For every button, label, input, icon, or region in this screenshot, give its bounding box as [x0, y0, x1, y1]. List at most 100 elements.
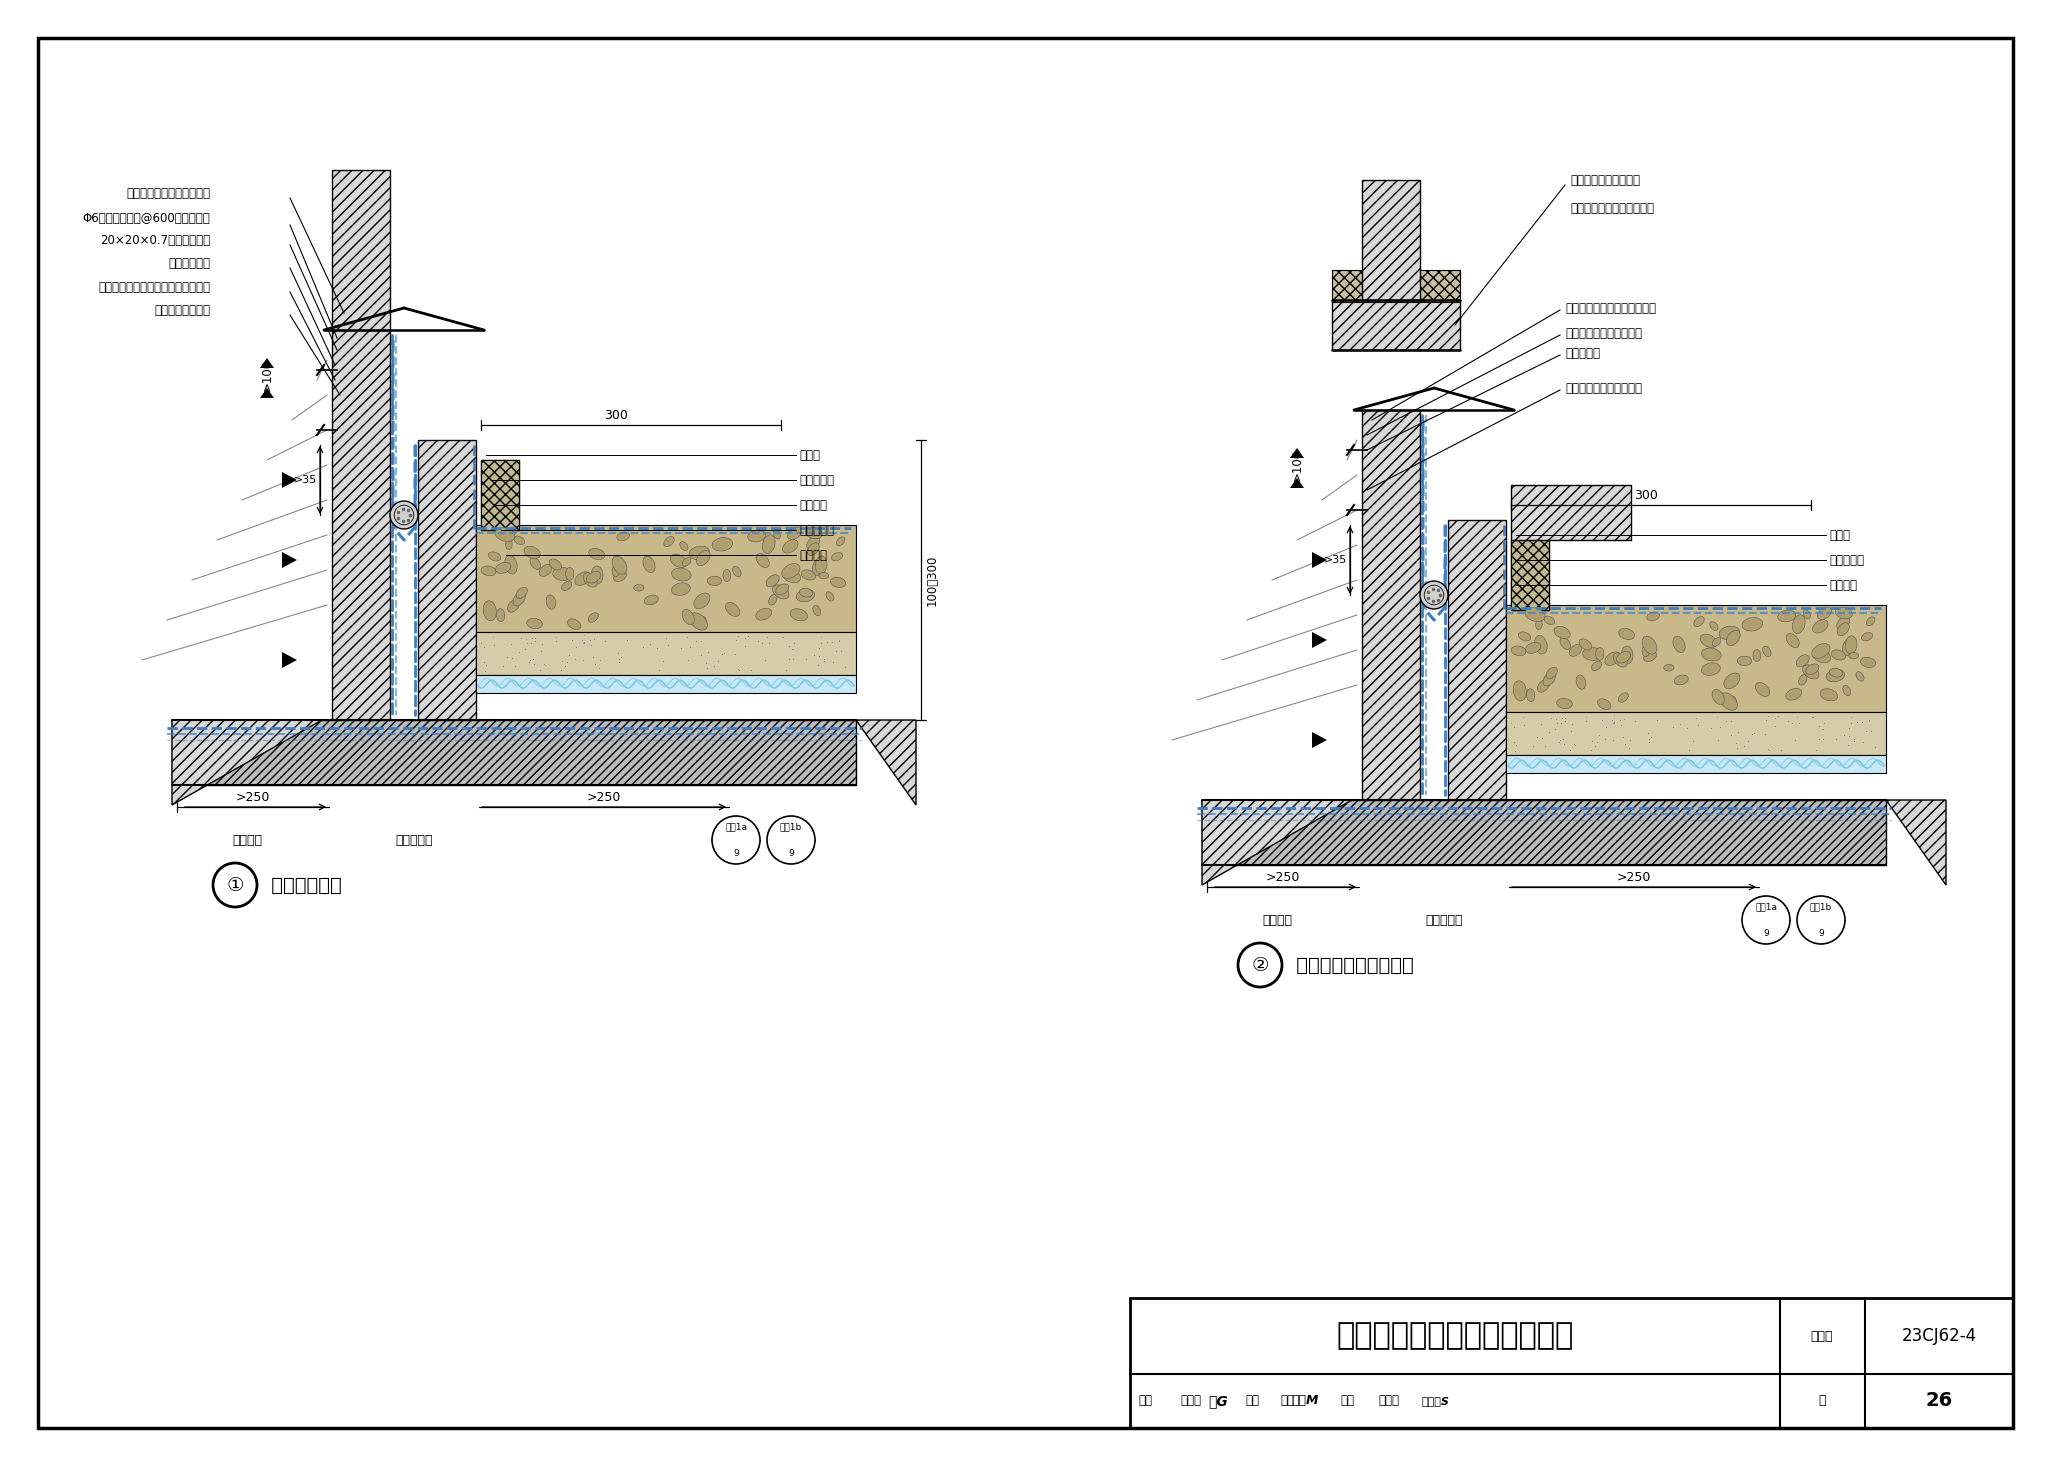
Ellipse shape	[496, 562, 510, 573]
Text: 张征标: 张征标	[1378, 1395, 1399, 1408]
Ellipse shape	[1700, 635, 1716, 648]
Bar	[1331, 301, 1460, 350]
Ellipse shape	[1642, 636, 1657, 654]
Text: 校对: 校对	[1245, 1395, 1260, 1408]
Ellipse shape	[766, 575, 778, 587]
Text: 缓冲带: 缓冲带	[799, 448, 819, 461]
Polygon shape	[1313, 732, 1327, 748]
Text: 种屋1b: 种屋1b	[1810, 903, 1833, 912]
Text: 20×20×0.7，密封胶密封: 20×20×0.7，密封胶密封	[100, 233, 211, 247]
Text: Φ6塑料膨胀螺栓@600，镀锌垫片: Φ6塑料膨胀螺栓@600，镀锌垫片	[82, 212, 211, 225]
Ellipse shape	[799, 588, 813, 597]
Ellipse shape	[1798, 674, 1806, 686]
Text: 张征标S: 张征标S	[1421, 1396, 1448, 1406]
Ellipse shape	[819, 572, 829, 579]
Bar	[1505, 756, 1886, 773]
Ellipse shape	[612, 565, 621, 576]
Ellipse shape	[1755, 683, 1769, 696]
Text: ①: ①	[225, 875, 244, 894]
Ellipse shape	[723, 569, 731, 582]
Ellipse shape	[1843, 639, 1853, 655]
Ellipse shape	[1812, 649, 1831, 662]
Text: 聚乙烯泡沫塑料棒: 聚乙烯泡沫塑料棒	[154, 303, 211, 317]
Ellipse shape	[483, 601, 496, 622]
Ellipse shape	[514, 592, 526, 605]
Ellipse shape	[1526, 642, 1540, 654]
Ellipse shape	[1591, 661, 1602, 671]
Ellipse shape	[1622, 646, 1632, 664]
Ellipse shape	[825, 592, 834, 601]
Ellipse shape	[698, 616, 707, 629]
Ellipse shape	[539, 565, 553, 576]
Circle shape	[768, 816, 815, 864]
Ellipse shape	[762, 535, 774, 553]
Text: 成品金属盖板: 成品金属盖板	[168, 257, 211, 270]
Text: 26: 26	[1925, 1392, 1952, 1411]
Ellipse shape	[524, 546, 541, 559]
Text: 混凝土预制: 混凝土预制	[1829, 553, 1864, 566]
Text: 300: 300	[604, 409, 629, 422]
Ellipse shape	[1673, 636, 1686, 652]
Ellipse shape	[616, 533, 629, 541]
Text: 张明M: 张明M	[1290, 1395, 1319, 1408]
Text: 水泥钉金属，压条固定，密封胶密封: 水泥钉金属，压条固定，密封胶密封	[98, 280, 211, 293]
Ellipse shape	[1569, 645, 1581, 657]
Text: 出入口钢筋混凝土挑台: 出入口钢筋混凝土挑台	[1571, 174, 1640, 187]
Text: 挡土构件: 挡土构件	[1829, 579, 1858, 591]
Text: 肖G: 肖G	[1208, 1393, 1229, 1408]
Bar	[1505, 712, 1886, 756]
Ellipse shape	[1729, 696, 1737, 709]
Ellipse shape	[1724, 673, 1741, 689]
Text: 100～300: 100～300	[926, 554, 938, 605]
Text: ②: ②	[1251, 956, 1270, 975]
Ellipse shape	[690, 613, 707, 630]
Ellipse shape	[1663, 664, 1673, 671]
Polygon shape	[283, 473, 297, 487]
Text: >250: >250	[1266, 871, 1300, 884]
Polygon shape	[1202, 800, 1352, 886]
Polygon shape	[1313, 552, 1327, 568]
Polygon shape	[172, 719, 322, 805]
Ellipse shape	[1511, 646, 1526, 655]
Ellipse shape	[1606, 652, 1620, 665]
Ellipse shape	[1829, 668, 1843, 677]
Ellipse shape	[1614, 652, 1628, 667]
Ellipse shape	[565, 568, 573, 581]
Ellipse shape	[1694, 617, 1704, 626]
Ellipse shape	[1534, 636, 1546, 654]
Ellipse shape	[645, 595, 657, 605]
Text: 图集号: 图集号	[1810, 1329, 1833, 1342]
Ellipse shape	[791, 608, 807, 622]
Polygon shape	[856, 719, 915, 805]
Bar	[475, 525, 856, 632]
Text: 种屋1a: 种屋1a	[1755, 903, 1778, 912]
Ellipse shape	[1720, 693, 1737, 711]
Ellipse shape	[682, 610, 694, 624]
Text: 及饰面（见具体工程设计）: 及饰面（见具体工程设计）	[1571, 201, 1655, 214]
Ellipse shape	[1855, 671, 1864, 681]
Ellipse shape	[694, 592, 711, 608]
Ellipse shape	[1542, 673, 1554, 686]
Text: 水泥钉金属，压条固定，: 水泥钉金属，压条固定，	[1565, 327, 1642, 340]
Text: 种屋1b: 种屋1b	[780, 823, 803, 832]
Ellipse shape	[549, 559, 561, 570]
Ellipse shape	[670, 554, 686, 568]
Ellipse shape	[1726, 630, 1741, 645]
Ellipse shape	[1792, 614, 1804, 633]
Ellipse shape	[831, 553, 842, 560]
Text: >100: >100	[260, 359, 274, 391]
Ellipse shape	[1526, 607, 1544, 622]
Polygon shape	[1886, 800, 1946, 886]
Ellipse shape	[1513, 681, 1526, 700]
Ellipse shape	[768, 594, 776, 605]
Ellipse shape	[1518, 632, 1530, 641]
Bar	[475, 676, 856, 693]
Ellipse shape	[713, 537, 733, 552]
Bar	[481, 460, 518, 530]
Text: >35: >35	[293, 476, 317, 484]
Ellipse shape	[1831, 649, 1845, 659]
Text: 挡土构件: 挡土构件	[799, 499, 827, 512]
Ellipse shape	[1802, 665, 1819, 678]
Ellipse shape	[1743, 617, 1763, 632]
Ellipse shape	[496, 528, 514, 541]
